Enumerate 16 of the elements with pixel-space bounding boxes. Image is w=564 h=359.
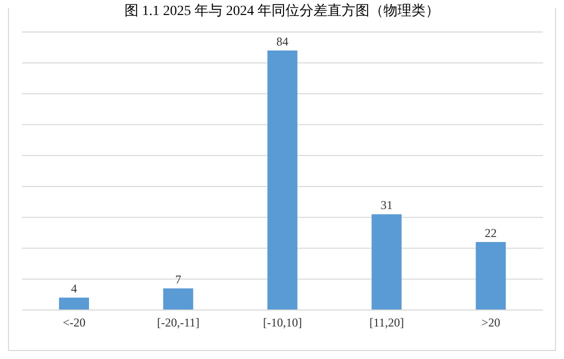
data-label: 84: [276, 34, 288, 49]
x-tick-label: [-10,10]: [263, 316, 302, 330]
bar: [267, 50, 298, 310]
data-label: 4: [71, 282, 77, 296]
bar: [59, 298, 89, 310]
data-label: 22: [484, 226, 497, 240]
x-tick-label: >20: [482, 316, 500, 330]
bar: [163, 288, 194, 310]
data-label: 7: [175, 272, 182, 286]
bar: [372, 214, 402, 310]
data-label: 31: [380, 198, 393, 212]
x-tick-label: [11,20]: [369, 316, 404, 330]
bar: [476, 242, 506, 310]
x-tick-label: <-20: [62, 316, 86, 330]
chart-title: 图 1.1 2025 年与 2024 年同位分差直方图（物理类）: [9, 2, 555, 20]
x-tick-label: [-20,-11]: [157, 316, 200, 330]
